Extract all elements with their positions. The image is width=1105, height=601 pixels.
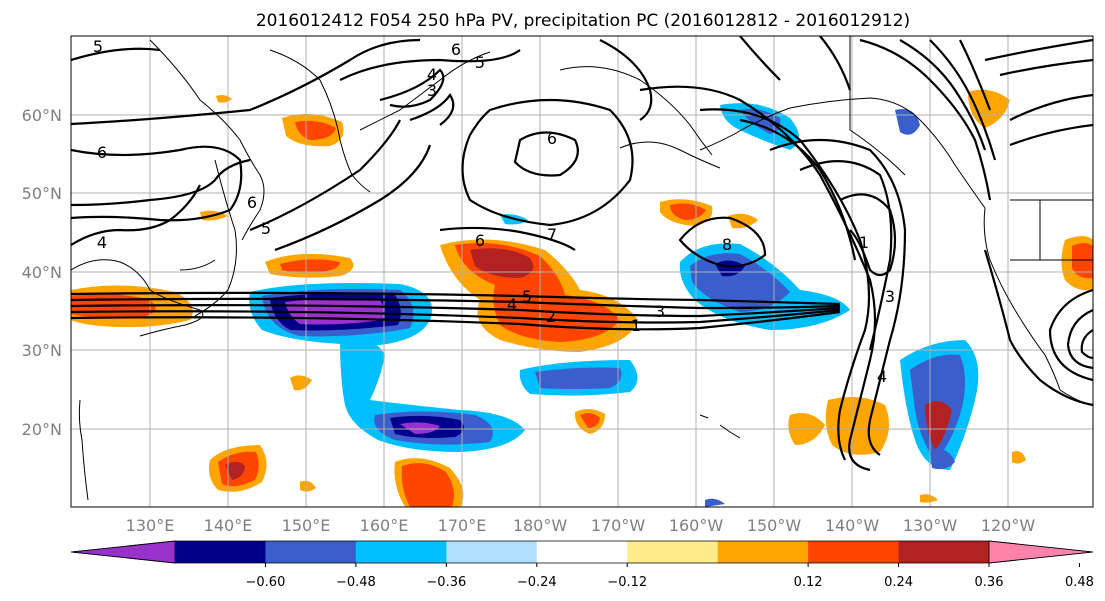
colorbar-swatch bbox=[717, 541, 809, 563]
longitude-label: 150°W bbox=[747, 516, 802, 535]
longitude-label: 150°E bbox=[282, 516, 331, 535]
colorbar-tick-label: −0.60 bbox=[246, 575, 286, 590]
map-gridlines bbox=[71, 36, 1093, 507]
longitude-label: 160°W bbox=[669, 516, 724, 535]
colorbar-swatch bbox=[898, 541, 990, 563]
colorbar-swatch bbox=[265, 541, 357, 563]
latitude-label: 40°N bbox=[22, 263, 62, 282]
contour-label: 4 bbox=[507, 295, 517, 314]
colorbar-swatch bbox=[355, 541, 447, 563]
contour-label: 6 bbox=[451, 40, 461, 59]
longitude-label: 170°E bbox=[438, 516, 487, 535]
latitude-labels: 60°N 50°N 40°N 30°N 20°N bbox=[22, 106, 62, 439]
contour-label: 3 bbox=[885, 287, 895, 306]
contour-label: 3 bbox=[655, 302, 665, 321]
contour-label: 6 bbox=[547, 129, 557, 148]
colorbar-tick-label: 0.36 bbox=[975, 575, 1004, 590]
longitude-label: 180°W bbox=[513, 516, 568, 535]
colorbar-tick-label: 0.12 bbox=[794, 575, 823, 590]
contour-label: 6 bbox=[97, 143, 107, 162]
contour-label: 3 bbox=[427, 81, 437, 100]
contour-label: 5 bbox=[475, 53, 485, 72]
longitude-label: 130°E bbox=[126, 516, 175, 535]
colorbar-swatch bbox=[808, 541, 900, 563]
colorbar-swatch bbox=[175, 541, 266, 563]
contour-label: 4 bbox=[877, 367, 887, 386]
colorbar-extend-low bbox=[70, 540, 176, 564]
colorbar-swatch bbox=[627, 541, 719, 563]
latitude-label: 60°N bbox=[22, 106, 62, 125]
contour-label: 1 bbox=[859, 233, 869, 252]
coastlines bbox=[71, 36, 1093, 501]
latitude-label: 30°N bbox=[22, 341, 62, 360]
contour-label: 6 bbox=[247, 193, 257, 212]
longitude-label: 120°W bbox=[981, 516, 1036, 535]
longitude-labels: 130°E 140°E 150°E 160°E 170°E 180°W 170°W 160°W… bbox=[126, 516, 1036, 535]
longitude-label: 170°W bbox=[591, 516, 646, 535]
contour-label: 5 bbox=[261, 219, 271, 238]
longitude-label: 140°E bbox=[204, 516, 253, 535]
colorbar-outline bbox=[70, 540, 1094, 564]
contour-label: 5 bbox=[93, 37, 103, 56]
colorbar bbox=[70, 540, 1094, 564]
longitude-label: 130°W bbox=[903, 516, 958, 535]
map-frame bbox=[70, 35, 1094, 508]
colorbar-tick-label: −0.48 bbox=[336, 575, 376, 590]
colorbar-tick-label: −0.24 bbox=[517, 575, 557, 590]
contour-label: 1 bbox=[631, 316, 641, 335]
colorbar-swatch bbox=[536, 541, 628, 563]
latitude-label: 50°N bbox=[22, 184, 62, 203]
colorbar-tick-label: −0.12 bbox=[607, 575, 647, 590]
contour-label: 4 bbox=[97, 233, 107, 252]
figure-title: 2016012412 F054 250 hPa PV, precipitatio… bbox=[256, 11, 910, 31]
contour-label: 5 bbox=[522, 287, 532, 306]
contour-label: 4 bbox=[427, 65, 437, 84]
colorbar-swatch bbox=[446, 541, 538, 563]
contour-label: 2 bbox=[546, 307, 556, 326]
longitude-label: 160°E bbox=[360, 516, 409, 535]
contour-label: 7 bbox=[547, 225, 557, 244]
colorbar-extend-high bbox=[988, 540, 1094, 564]
map-panel: 5 6 5 4 3 6 6 4 6 5 7 6 8 1 5 4 2 3 1 3 … bbox=[71, 36, 1093, 507]
colorbar-tick-label: 0.24 bbox=[884, 575, 913, 590]
colorbar-tick-label: 0.48 bbox=[1065, 575, 1094, 590]
latitude-label: 20°N bbox=[22, 420, 62, 439]
pv-contours bbox=[71, 36, 1093, 472]
colorbar-tick-label: −0.36 bbox=[426, 575, 466, 590]
contour-labels: 5 6 5 4 3 6 6 4 6 5 7 6 8 1 5 4 2 3 1 3 … bbox=[93, 37, 895, 386]
contour-label: 8 bbox=[722, 235, 732, 254]
colorbar-tick-labels: −0.60 −0.48 −0.36 −0.24 −0.12 0.12 0.24 0.36 0.4… bbox=[246, 563, 1094, 590]
contour-label: 6 bbox=[475, 231, 485, 250]
longitude-label: 140°W bbox=[825, 516, 880, 535]
